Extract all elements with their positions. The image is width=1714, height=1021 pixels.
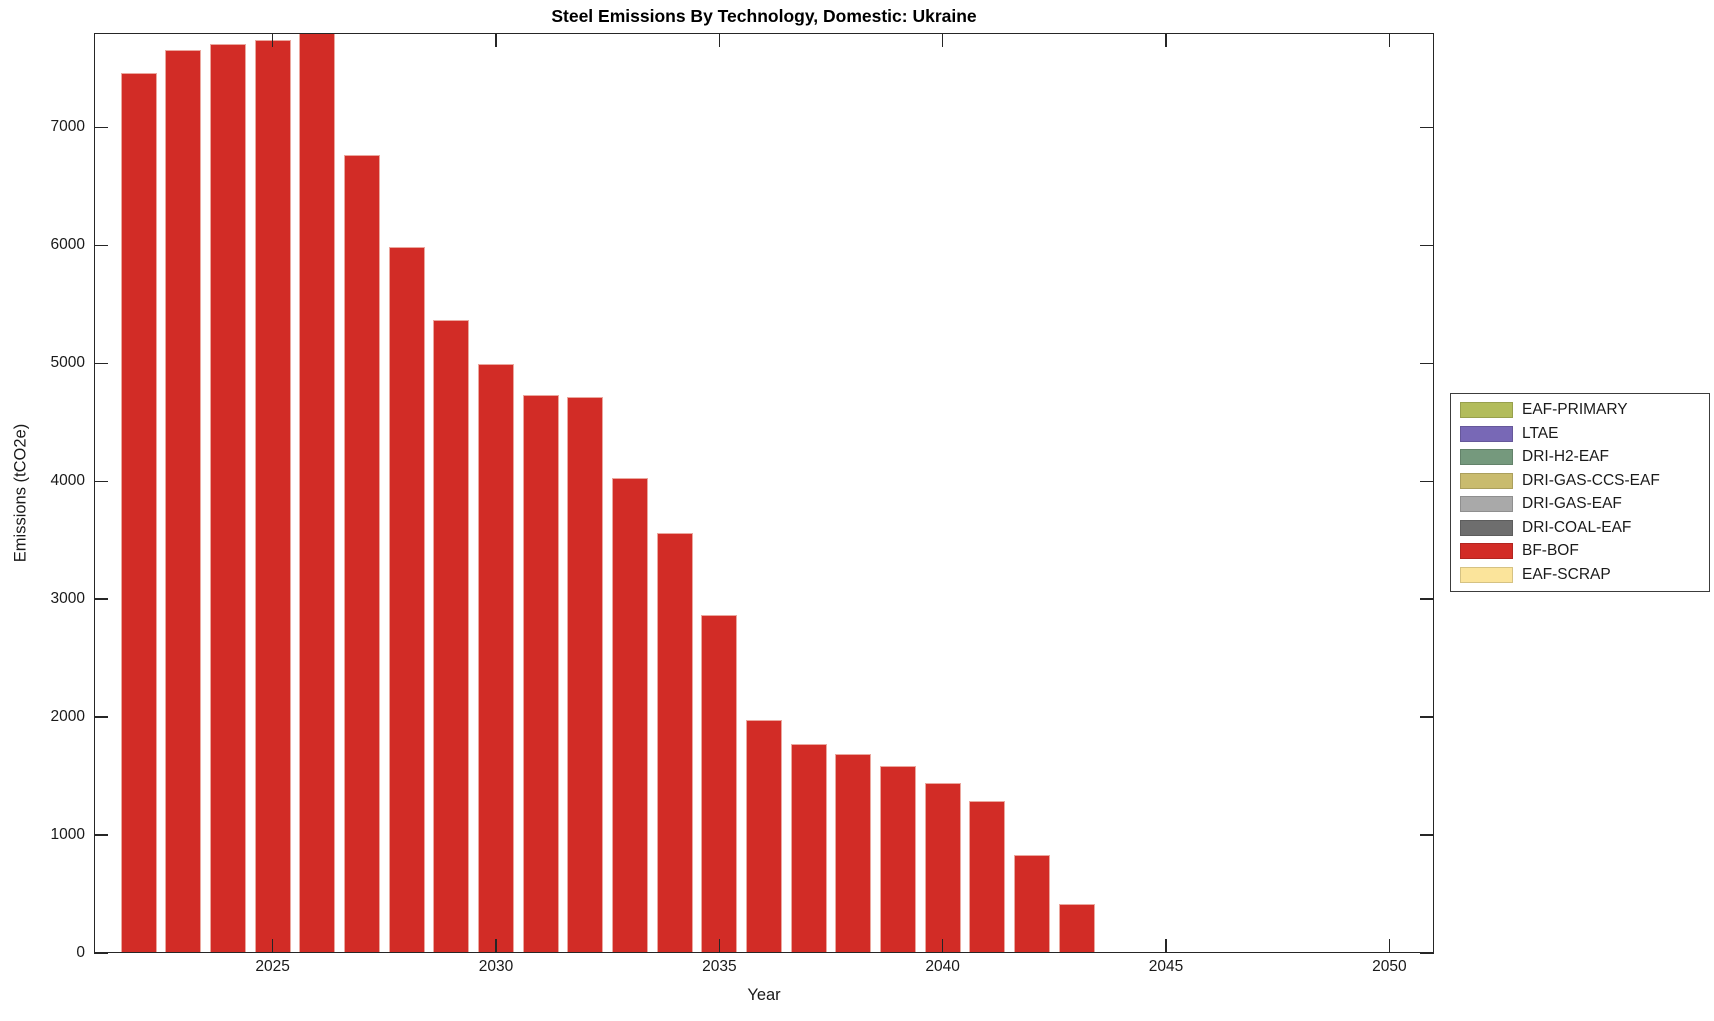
bar-2034 <box>656 533 693 953</box>
y-tick-4000-right <box>1420 480 1434 482</box>
legend-item-eaf-scrap: EAF-SCRAP <box>1460 564 1700 585</box>
bar-2041 <box>969 800 1006 953</box>
y-axis-label: Emissions (tCO2e) <box>11 423 30 563</box>
bar-2035 <box>701 614 738 953</box>
bar-2031 <box>522 394 559 953</box>
x-tick-label-2045: 2045 <box>1148 958 1184 975</box>
x-tick-2045-top <box>1165 33 1167 47</box>
x-tick-2030-top <box>495 33 497 47</box>
bar-2028 <box>388 247 425 953</box>
legend-label: LTAE <box>1522 424 1559 442</box>
x-tick-2035-top <box>718 33 721 47</box>
y-tick-7000-left <box>94 126 108 129</box>
y-tick-label-5000: 5000 <box>50 354 85 372</box>
y-tick-5000-left <box>94 362 108 364</box>
x-tick-2025-top <box>271 33 274 47</box>
bar-2027 <box>344 155 380 953</box>
bar-2023 <box>165 50 202 953</box>
legend-swatch-dri-h2-eaf <box>1460 449 1513 466</box>
legend-swatch-dri-gas-eaf <box>1460 496 1513 513</box>
y-tick-7000-right <box>1420 126 1434 129</box>
legend-item-dri-h2-eaf: DRI-H2-EAF <box>1460 447 1700 468</box>
y-tick-label-4000: 4000 <box>50 472 85 490</box>
bar-2025 <box>254 39 291 953</box>
x-tick-label-2035: 2035 <box>702 958 737 975</box>
x-tick-2050-bottom <box>1388 939 1391 953</box>
legend-swatch-dri-coal-eaf <box>1460 519 1513 536</box>
x-tick-2030-bottom <box>495 939 497 953</box>
y-tick-label-7000: 7000 <box>50 118 85 136</box>
x-tick-2040-bottom <box>941 939 944 953</box>
legend-item-eaf-primary: EAF-PRIMARY <box>1460 400 1700 421</box>
x-tick-2035-bottom <box>718 939 721 953</box>
x-tick-2045-bottom <box>1165 939 1167 953</box>
legend: EAF-PRIMARY LTAE DRI-H2-EAF DRI-GAS-CCS-EAF… <box>1450 393 1710 592</box>
y-tick-1000-right <box>1420 834 1434 836</box>
y-tick-label-0: 0 <box>76 944 85 961</box>
legend-swatch-bf-bof <box>1460 543 1513 560</box>
bar-2030 <box>478 364 514 953</box>
bar-2024 <box>210 44 246 953</box>
x-tick-label-2025: 2025 <box>255 958 290 975</box>
legend-swatch-ltae <box>1460 425 1513 442</box>
chart-title: Steel Emissions By Technology, Domestic:… <box>551 6 977 26</box>
bar-2039 <box>880 766 916 953</box>
x-tick-label-2030: 2030 <box>478 958 514 975</box>
y-tick-6000-right <box>1420 244 1434 246</box>
legend-label: EAF-SCRAP <box>1522 565 1611 583</box>
x-tick-label-2050: 2050 <box>1372 958 1407 975</box>
legend-swatch-dri-gas-ccs-eaf <box>1460 472 1513 489</box>
bar-2042 <box>1014 854 1050 953</box>
y-tick-2000-right <box>1420 716 1434 718</box>
y-tick-3000-left <box>94 598 108 600</box>
legend-item-dri-coal-eaf: DRI-COAL-EAF <box>1460 517 1700 538</box>
bar-2036 <box>746 720 782 953</box>
y-tick-label-2000: 2000 <box>50 708 85 726</box>
legend-label: BF-BOF <box>1522 542 1579 560</box>
legend-item-bf-bof: BF-BOF <box>1460 541 1700 562</box>
y-tick-3000-right <box>1420 598 1434 600</box>
legend-swatch-eaf-scrap <box>1460 566 1513 583</box>
legend-label: DRI-GAS-CCS-EAF <box>1522 471 1660 489</box>
legend-label: EAF-PRIMARY <box>1522 401 1628 419</box>
bar-2043 <box>1058 904 1095 953</box>
x-tick-label-2040: 2040 <box>925 958 960 975</box>
bar-2033 <box>612 478 648 953</box>
y-tick-label-6000: 6000 <box>50 236 85 254</box>
bar-2032 <box>567 396 604 953</box>
legend-label: DRI-GAS-EAF <box>1522 495 1622 513</box>
y-tick-4000-left <box>94 480 108 482</box>
legend-label: DRI-H2-EAF <box>1522 448 1609 466</box>
y-tick-6000-left <box>94 244 108 246</box>
y-tick-1000-left <box>94 834 108 836</box>
legend-item-dri-gas-ccs-eaf: DRI-GAS-CCS-EAF <box>1460 470 1700 491</box>
bar-2029 <box>433 319 470 953</box>
bar-2037 <box>790 744 827 953</box>
bar-2026 <box>299 33 336 953</box>
x-tick-2050-top <box>1388 33 1391 47</box>
y-tick-0-left <box>94 952 108 954</box>
legend-label: DRI-COAL-EAF <box>1522 518 1632 536</box>
legend-item-dri-gas-eaf: DRI-GAS-EAF <box>1460 494 1700 515</box>
bar-2038 <box>835 753 872 953</box>
y-tick-label-3000: 3000 <box>50 590 85 608</box>
legend-swatch-eaf-primary <box>1460 402 1513 419</box>
y-tick-5000-right <box>1420 362 1434 364</box>
x-tick-2040-top <box>941 33 944 47</box>
bar-2040 <box>924 782 961 953</box>
x-tick-2025-bottom <box>271 939 274 953</box>
plot-area <box>94 33 1434 954</box>
legend-item-ltae: LTAE <box>1460 423 1700 444</box>
y-tick-label-1000: 1000 <box>50 826 85 844</box>
x-axis-label: Year <box>747 986 781 1004</box>
bar-2022 <box>120 73 157 953</box>
y-tick-2000-left <box>94 716 108 718</box>
y-tick-0-right <box>1420 952 1434 954</box>
